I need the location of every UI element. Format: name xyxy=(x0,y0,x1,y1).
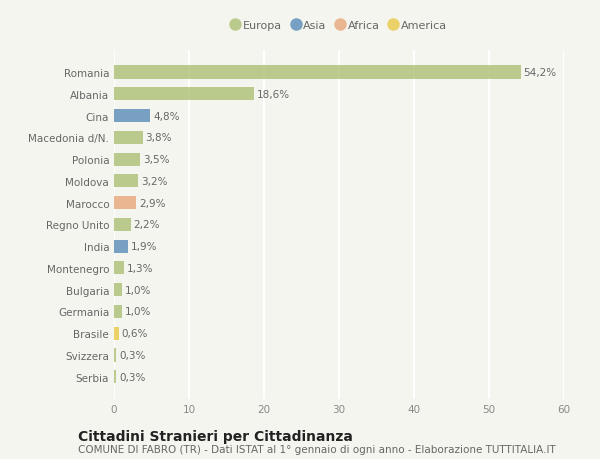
Bar xyxy=(114,327,119,340)
Text: 1,3%: 1,3% xyxy=(127,263,153,274)
Text: 3,5%: 3,5% xyxy=(143,155,170,165)
Text: 54,2%: 54,2% xyxy=(523,68,557,78)
Bar xyxy=(114,196,136,210)
Bar xyxy=(114,305,121,318)
Text: COMUNE DI FABRO (TR) - Dati ISTAT al 1° gennaio di ogni anno - Elaborazione TUTT: COMUNE DI FABRO (TR) - Dati ISTAT al 1° … xyxy=(78,444,556,454)
Text: Cittadini Stranieri per Cittadinanza: Cittadini Stranieri per Cittadinanza xyxy=(78,429,353,443)
Bar xyxy=(114,132,143,145)
Bar xyxy=(114,153,140,166)
Text: 1,0%: 1,0% xyxy=(125,307,151,317)
Bar xyxy=(114,175,138,188)
Text: 18,6%: 18,6% xyxy=(257,90,290,100)
Bar xyxy=(114,370,116,383)
Bar xyxy=(114,110,150,123)
Bar xyxy=(114,67,521,79)
Text: 3,8%: 3,8% xyxy=(146,133,172,143)
Legend: Europa, Asia, Africa, America: Europa, Asia, Africa, America xyxy=(231,21,447,31)
Text: 2,2%: 2,2% xyxy=(133,220,160,230)
Text: 0,3%: 0,3% xyxy=(119,350,146,360)
Bar xyxy=(114,284,121,297)
Bar xyxy=(114,88,254,101)
Text: 0,3%: 0,3% xyxy=(119,372,146,382)
Text: 1,0%: 1,0% xyxy=(125,285,151,295)
Bar xyxy=(114,262,124,275)
Bar xyxy=(114,349,116,362)
Text: 1,9%: 1,9% xyxy=(131,241,158,252)
Bar xyxy=(114,240,128,253)
Text: 4,8%: 4,8% xyxy=(153,112,179,121)
Text: 0,6%: 0,6% xyxy=(121,329,148,338)
Text: 3,2%: 3,2% xyxy=(141,176,167,186)
Text: 2,9%: 2,9% xyxy=(139,198,165,208)
Bar xyxy=(114,218,131,231)
